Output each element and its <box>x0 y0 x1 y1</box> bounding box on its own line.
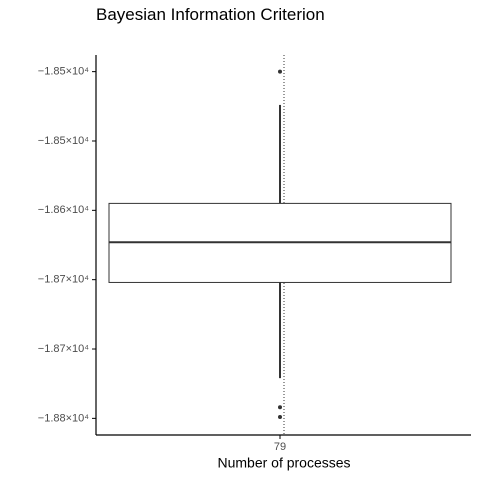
y-tick-label: −1.85×10⁴ <box>38 135 89 147</box>
outlier <box>278 69 282 74</box>
x-axis-label: Number of processes <box>217 455 350 471</box>
outlier <box>278 405 282 410</box>
x-tick-label: 79 <box>274 441 286 453</box>
y-tick-label: −1.86×10⁴ <box>38 204 89 216</box>
y-tick-label: −1.85×10⁴ <box>38 66 89 78</box>
y-tick-label: −1.87×10⁴ <box>38 343 89 355</box>
outlier <box>278 414 282 419</box>
y-tick-label: −1.88×10⁴ <box>38 412 89 424</box>
y-tick-label: −1.87×10⁴ <box>38 274 89 286</box>
chart-title: Bayesian Information Criterion <box>96 5 325 24</box>
